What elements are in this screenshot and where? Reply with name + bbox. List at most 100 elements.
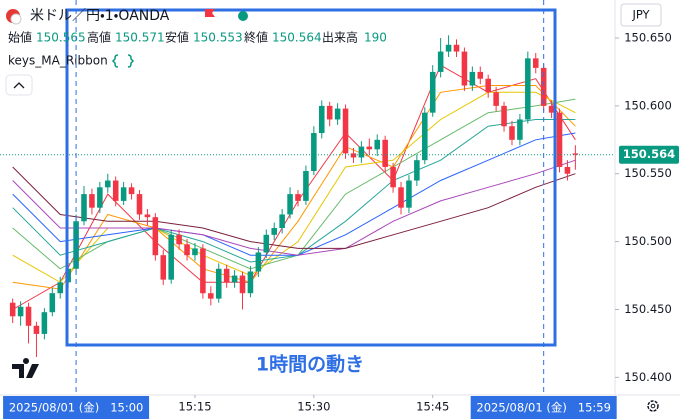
- candle-body: [532, 58, 539, 68]
- volume-label: 出来高: [322, 31, 358, 45]
- crosshair-time-label: 2025/08/01 (金) 15:00: [9, 401, 144, 415]
- open-label: 始値: [8, 30, 32, 45]
- candle-body: [9, 302, 16, 317]
- y-tick-label: 150.550: [624, 166, 672, 180]
- candle-body: [493, 92, 499, 106]
- market-status: [238, 11, 248, 21]
- candle-body: [390, 166, 396, 188]
- crosshair-time-box: [3, 396, 150, 419]
- symbol-icon-sub: [10, 13, 22, 25]
- close-value: 150.564: [272, 31, 322, 45]
- x-tick-label: 15:45: [416, 400, 449, 414]
- candle-body: [303, 171, 309, 201]
- candle-body: [564, 166, 571, 174]
- candle-body: [168, 234, 174, 280]
- candle-body: [477, 71, 484, 79]
- candle-body: [255, 252, 262, 272]
- candle-body: [176, 234, 182, 245]
- candle-body: [366, 146, 373, 150]
- high-value: 150.571: [115, 31, 165, 45]
- indicator-source-icon[interactable]: [111, 54, 135, 68]
- candle-body: [184, 244, 190, 256]
- annotation: 1時間の動き: [256, 354, 364, 376]
- candle-body: [445, 44, 452, 52]
- candle-body: [422, 112, 428, 161]
- candle-body: [41, 312, 48, 334]
- candle-body: [231, 275, 238, 283]
- candle-body: [548, 105, 555, 113]
- last-price-label: 150.564: [623, 147, 675, 161]
- candle-body: [311, 133, 317, 172]
- candle-body: [144, 214, 151, 218]
- candle-body: [318, 105, 325, 134]
- y-tick-label: 150.650: [624, 31, 672, 45]
- candle-body: [49, 293, 56, 313]
- candle-body: [414, 160, 420, 181]
- candle-body: [525, 58, 531, 120]
- candle-body: [509, 126, 515, 140]
- candle-body: [208, 293, 214, 299]
- settings-icon[interactable]: [647, 400, 659, 412]
- candle-body: [453, 44, 460, 52]
- candle-body: [271, 228, 277, 235]
- x-tick-label: 15:30: [297, 400, 330, 414]
- candle-body: [25, 306, 32, 326]
- candle-body: [263, 234, 270, 253]
- indicator-name[interactable]: keys_MA_Ribbon: [8, 54, 108, 68]
- tv-logo[interactable]: [12, 358, 39, 378]
- candle-body: [223, 268, 230, 283]
- high-label: 高値: [87, 30, 111, 45]
- currency-label: JPY: [631, 8, 650, 22]
- crosshair-time-label: 2025/08/01 (金) 15:59: [476, 401, 611, 415]
- candle-body: [239, 275, 246, 294]
- candle-body: [461, 51, 468, 86]
- low-value: 150.553: [193, 31, 243, 45]
- candle-body: [128, 187, 135, 195]
- crosshair-time-box: [470, 396, 617, 419]
- candle-body: [287, 194, 293, 215]
- ma-line: [12, 159, 576, 256]
- candle-body: [160, 255, 167, 280]
- candle-body: [485, 78, 491, 93]
- candle-body: [517, 119, 523, 140]
- candle-body: [247, 271, 254, 294]
- candle-body: [89, 194, 95, 208]
- candle-body: [17, 306, 24, 317]
- open-value: 150.565: [36, 31, 86, 45]
- candle-body: [295, 194, 301, 201]
- candle-body: [469, 71, 476, 86]
- volume-value: 190: [364, 31, 387, 45]
- settings-icon-center: [650, 403, 656, 409]
- candle-body: [105, 180, 111, 188]
- candle-body: [350, 153, 357, 158]
- highlight-box: [65, 8, 557, 347]
- candle-body: [33, 325, 40, 334]
- candle-body: [572, 153, 579, 155]
- candle-body: [406, 180, 412, 208]
- close-label: 終値: [244, 30, 268, 45]
- y-tick-label: 150.500: [624, 234, 672, 248]
- flag-icon[interactable]: [205, 9, 215, 17]
- candle-body: [97, 187, 103, 208]
- candle-body: [429, 71, 436, 113]
- candle-body: [437, 51, 444, 72]
- candle-body: [57, 282, 64, 294]
- symbol-header: 米ドル／円・1・OANDA: [6, 8, 248, 25]
- collapse-icon: [13, 82, 25, 89]
- candle-body: [192, 248, 198, 256]
- y-tick-label: 150.400: [624, 370, 672, 384]
- currency-button[interactable]: [620, 3, 662, 27]
- candle-body: [152, 217, 159, 256]
- candle-body: [112, 180, 119, 201]
- candle-body: [374, 139, 381, 150]
- ohlc-legend: 始値 150.565 高値 150.571 安値 150.553 終値 150.…: [8, 30, 387, 45]
- candle-body: [215, 268, 222, 299]
- ma-line: [12, 166, 576, 249]
- collapse-button[interactable]: [5, 74, 33, 96]
- candle-body: [358, 146, 365, 158]
- candle-body: [540, 67, 547, 106]
- candle-body: [279, 214, 285, 229]
